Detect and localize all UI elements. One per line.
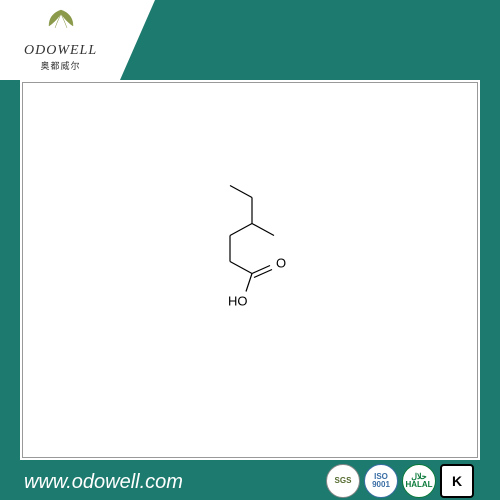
atom-label: HO xyxy=(228,294,248,309)
badge-label: ISO9001 xyxy=(372,473,390,489)
footer-url: www.odowell.com xyxy=(24,471,183,494)
bond-line xyxy=(254,270,272,278)
badge-label: K xyxy=(452,474,462,488)
bond-line xyxy=(230,224,252,236)
bond-line xyxy=(252,224,274,236)
brand-logo: ODOWELL 奥都威尔 xyxy=(24,8,97,72)
bond-line xyxy=(230,186,252,198)
certification-badges: SGS ISO9001 حلالHALAL K xyxy=(326,464,474,498)
bond-line xyxy=(252,266,270,274)
leaf-icon xyxy=(41,8,81,38)
cert-badge-sgs: SGS xyxy=(326,464,360,498)
cert-badge-iso: ISO9001 xyxy=(364,464,398,498)
cert-badge-k: K xyxy=(440,464,474,498)
bond-line xyxy=(230,262,252,274)
molecule-svg: O HO xyxy=(180,168,320,328)
atom-label: O xyxy=(276,256,286,271)
cert-badge-حلال: حلالHALAL xyxy=(402,464,436,498)
badge-label: SGS xyxy=(335,477,352,485)
logo-main-text: ODOWELL xyxy=(24,43,97,59)
badge-label: حلالHALAL xyxy=(405,473,432,489)
chemical-structure-diagram: O HO xyxy=(180,168,320,333)
logo-sub-text: 奥都威尔 xyxy=(24,59,97,72)
bond-line xyxy=(246,274,252,292)
